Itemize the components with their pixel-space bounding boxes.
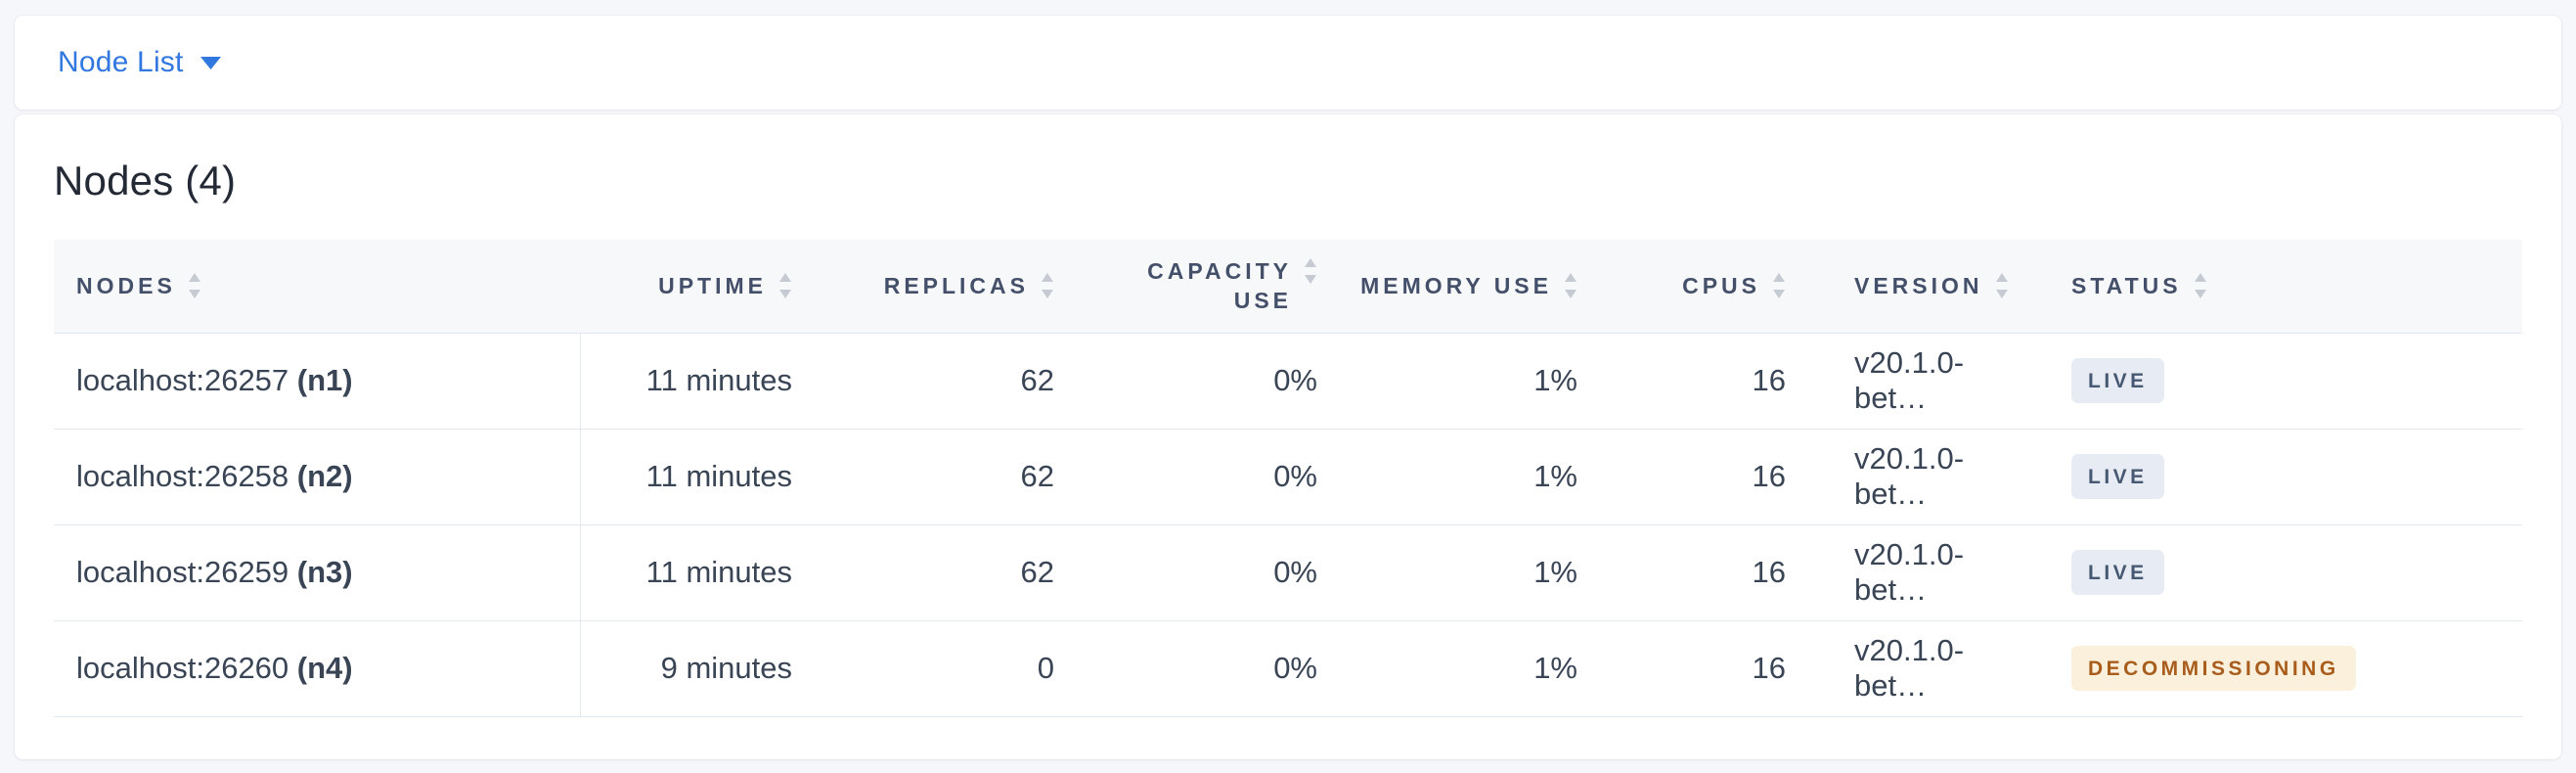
node-address: localhost:26257 (76, 363, 289, 397)
status-cell: LIVE (2034, 428, 2522, 524)
table-row-node-3[interactable]: localhost:26259 (n3) 11 minutes 62 0% 1%… (54, 523, 2522, 620)
sort-arrows-icon[interactable] (1304, 256, 1317, 286)
table-row-node-4[interactable]: localhost:26260 (n4) 9 minutes 0 0% 1% 1… (54, 619, 2522, 717)
caret-down-icon (200, 56, 221, 69)
capacity-use-cell: 0% (1084, 619, 1347, 717)
cpus-cell: 16 (1607, 619, 1815, 717)
column-label-capacity-use: CAPACITY USE (1147, 258, 1292, 314)
memory-use-cell: 1% (1347, 619, 1607, 717)
status-badge: LIVE (2071, 358, 2164, 403)
version-cell: v20.1.0-bet… (1815, 428, 2034, 524)
status-badge: DECOMMISSIONING (2071, 646, 2356, 691)
capacity-use-cell: 0% (1084, 523, 1347, 620)
node-id: (n3) (296, 555, 353, 589)
status-cell: DECOMMISSIONING (2034, 619, 2522, 717)
node-id: (n2) (296, 459, 353, 493)
node-id: (n4) (296, 651, 353, 685)
sort-arrows-icon[interactable] (188, 271, 201, 300)
sort-arrows-icon[interactable] (778, 271, 792, 300)
cpus-cell: 16 (1607, 428, 1815, 524)
sort-arrows-icon[interactable] (1564, 271, 1577, 300)
column-header-uptime[interactable]: UPTIME (580, 240, 822, 333)
version-cell: v20.1.0-bet… (1815, 332, 2034, 429)
capacity-use-cell: 0% (1084, 332, 1347, 429)
column-header-version[interactable]: VERSION (1815, 240, 2034, 333)
column-header-replicas[interactable]: REPLICAS (822, 240, 1084, 333)
status-badge: LIVE (2071, 550, 2164, 595)
cpus-cell: 16 (1607, 332, 1815, 429)
column-header-capacity-use[interactable]: CAPACITY USE (1084, 240, 1347, 333)
uptime-cell: 11 minutes (580, 332, 822, 429)
node-address: localhost:26258 (76, 459, 289, 493)
sort-arrows-icon[interactable] (2194, 271, 2207, 300)
column-label-uptime: UPTIME (658, 272, 767, 298)
column-header-nodes[interactable]: NODES (54, 240, 580, 333)
replicas-cell: 0 (822, 619, 1084, 717)
memory-use-cell: 1% (1347, 428, 1607, 524)
table-row-node-2[interactable]: localhost:26258 (n2) 11 minutes 62 0% 1%… (54, 428, 2522, 524)
uptime-cell: 11 minutes (580, 428, 822, 524)
column-label-cpus: CPUS (1682, 272, 1760, 298)
capacity-use-cell: 0% (1084, 428, 1347, 524)
status-cell: LIVE (2034, 523, 2522, 620)
status-badge: LIVE (2071, 454, 2164, 499)
node-address: localhost:26260 (76, 651, 289, 685)
view-selector-label: Node List (58, 46, 184, 78)
replicas-cell: 62 (822, 523, 1084, 620)
column-header-status[interactable]: STATUS (2034, 240, 2522, 333)
sort-arrows-icon[interactable] (1041, 271, 1054, 300)
nodes-table: NODES UPTIME REPLICAS (54, 240, 2522, 717)
cpus-cell: 16 (1607, 523, 1815, 620)
node-address-cell[interactable]: localhost:26258 (n2) (54, 428, 581, 524)
column-label-nodes: NODES (76, 272, 176, 298)
column-label-status: STATUS (2071, 272, 2182, 298)
table-row-node-1[interactable]: localhost:26257 (n1) 11 minutes 62 0% 1%… (54, 332, 2522, 429)
memory-use-cell: 1% (1347, 523, 1607, 620)
node-id: (n1) (296, 363, 353, 397)
uptime-cell: 11 minutes (580, 523, 822, 620)
column-label-replicas: REPLICAS (883, 272, 1029, 298)
column-label-version: VERSION (1854, 272, 1983, 298)
replicas-cell: 62 (822, 332, 1084, 429)
column-label-memory-use: MEMORY USE (1360, 272, 1552, 298)
memory-use-cell: 1% (1347, 332, 1607, 429)
nodes-panel: Nodes (4) NODES UPTIME (15, 114, 2561, 759)
node-address-cell[interactable]: localhost:26257 (n1) (54, 332, 581, 429)
version-cell: v20.1.0-bet… (1815, 619, 2034, 717)
node-address: localhost:26259 (76, 555, 289, 589)
topbar: Node List (15, 16, 2561, 110)
column-header-cpus[interactable]: CPUS (1607, 240, 1815, 333)
version-cell: v20.1.0-bet… (1815, 523, 2034, 620)
status-cell: LIVE (2034, 332, 2522, 429)
view-selector-dropdown[interactable]: Node List (58, 46, 221, 79)
sort-arrows-icon[interactable] (1772, 271, 1786, 300)
replicas-cell: 62 (822, 428, 1084, 524)
sort-arrows-icon[interactable] (1995, 271, 2009, 300)
node-address-cell[interactable]: localhost:26259 (n3) (54, 523, 581, 620)
node-address-cell[interactable]: localhost:26260 (n4) (54, 619, 581, 717)
table-header-row: NODES UPTIME REPLICAS (54, 240, 2522, 333)
column-header-memory-use[interactable]: MEMORY USE (1347, 240, 1607, 333)
page-title: Nodes (4) (54, 158, 237, 204)
uptime-cell: 9 minutes (580, 619, 822, 717)
